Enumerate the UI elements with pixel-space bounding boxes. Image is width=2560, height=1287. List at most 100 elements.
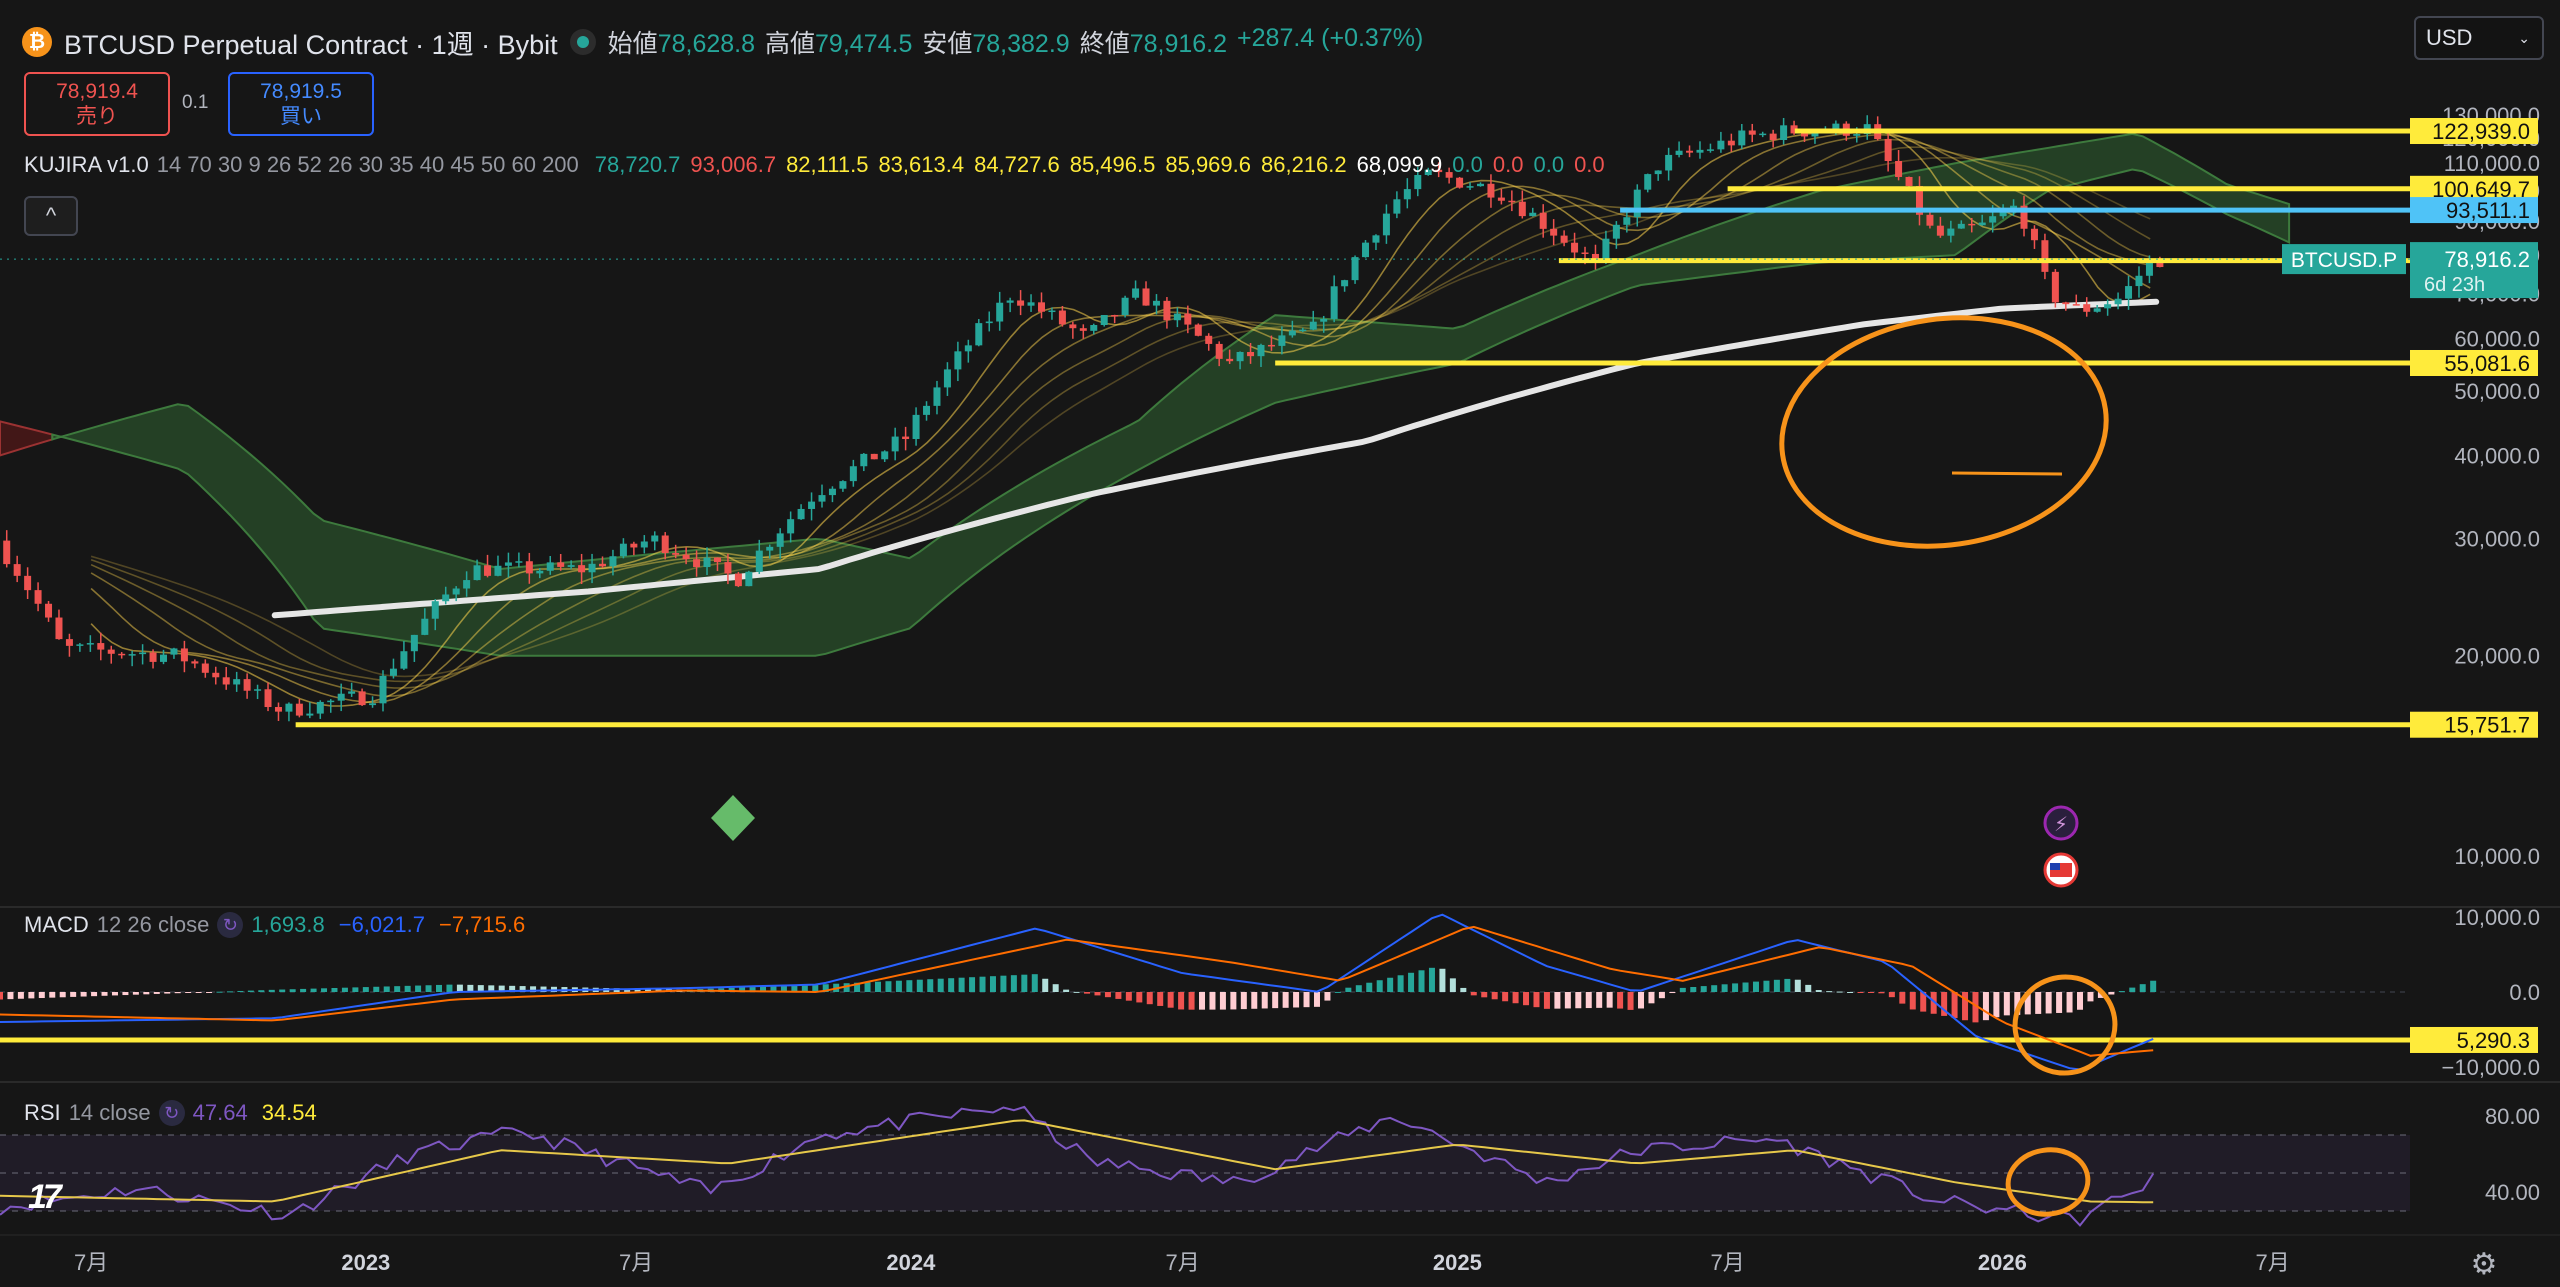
candle-body: [2072, 304, 2080, 306]
candle-body: [1884, 139, 1892, 162]
candle-body: [139, 652, 147, 655]
high-label: 高値: [765, 30, 816, 58]
macd-histogram-bar: [1648, 992, 1655, 1004]
macd-histogram-bar: [1125, 992, 1132, 1001]
candle-body: [797, 508, 805, 520]
macd-histogram-bar: [1993, 992, 2000, 1018]
rsi-legend[interactable]: RSI 14 close ↻ 47.64 34.54: [24, 1100, 317, 1126]
macd-histogram-bar: [1502, 992, 1509, 1002]
macd-histogram-bar: [624, 988, 631, 992]
macd-legend[interactable]: MACD 12 26 close ↻ 1,693.8 −6,021.7 −7,715…: [24, 912, 525, 938]
macd-histogram-bar: [1690, 986, 1697, 992]
candle-body: [954, 351, 962, 370]
symbol-title[interactable]: BTCUSD Perpetual Contract · 1週 · Bybit: [64, 29, 558, 60]
candle-body: [1550, 228, 1558, 236]
us-flag-canton: [2050, 863, 2060, 870]
candle-body: [1267, 344, 1275, 347]
candle-body: [295, 703, 303, 716]
macd-histogram-bar: [488, 985, 495, 992]
kujira-legend[interactable]: KUJIRA v1.0 14 70 30 9 26 52 26 30 35 40…: [24, 152, 1605, 178]
candle-body: [1686, 150, 1694, 153]
candle-body: [1173, 313, 1181, 321]
time-axis-tick: 7月: [1710, 1250, 1744, 1275]
macd-histogram-bar: [498, 985, 505, 992]
currency-select[interactable]: USD ⌄: [2414, 16, 2544, 60]
candle-body: [1006, 300, 1014, 303]
macd-histogram-bar: [1073, 991, 1080, 993]
cycle-icon[interactable]: ↻: [158, 1100, 185, 1126]
collapse-legend-button[interactable]: ^: [24, 196, 78, 236]
macd-histogram-bar: [1230, 992, 1237, 1010]
candle-body: [1445, 172, 1453, 178]
macd-histogram-bar: [1104, 992, 1111, 998]
macd-histogram-bar: [634, 988, 641, 992]
macd-histogram-bar: [1564, 992, 1571, 1009]
candle-body: [306, 713, 314, 716]
macd-histogram-bar: [2139, 984, 2146, 992]
candle-body: [1644, 174, 1652, 190]
candle-body: [1895, 161, 1903, 177]
close-value: 78,916.2: [1129, 30, 1228, 58]
candle-body: [1205, 335, 1213, 344]
candle-body: [1288, 330, 1296, 336]
candle-body: [274, 707, 282, 712]
macd-histogram-bar: [854, 982, 861, 992]
candle-body: [1090, 325, 1098, 331]
macd-histogram-bar: [2087, 992, 2094, 1002]
candle-body: [546, 562, 554, 571]
macd-histogram-bar: [927, 979, 934, 992]
last-price-box: [2410, 242, 2538, 299]
macd-histogram-bar: [1888, 992, 1895, 998]
tradingview-logo: 17: [28, 1178, 62, 1216]
candle-body: [484, 565, 492, 576]
symbol-badge: BTCUSD.P: [2291, 249, 2397, 272]
open-value: 78,628.8: [657, 30, 756, 58]
macd-histogram-bar: [59, 992, 66, 998]
macd-histogram-bar: [780, 985, 787, 992]
candle-body: [421, 618, 429, 635]
macd-histogram-bar: [1836, 991, 1843, 993]
candle-body: [1142, 288, 1150, 306]
candle-body: [1299, 329, 1307, 332]
candle-body: [369, 703, 377, 706]
macd-histogram-bar: [2035, 992, 2042, 1014]
candle-body: [1414, 175, 1422, 190]
macd-histogram-bar: [760, 986, 767, 992]
candle-body: [849, 466, 857, 482]
sell-button[interactable]: 78,919.4 売り: [24, 72, 170, 136]
candle-body: [828, 488, 836, 496]
candle-body: [34, 590, 42, 604]
candle-body: [640, 541, 648, 548]
candle-body: [1497, 197, 1505, 201]
candle-body: [1069, 324, 1077, 329]
macd-histogram-bar: [1261, 992, 1268, 1009]
candle-body: [285, 703, 293, 712]
candle-body: [1100, 315, 1108, 326]
market-status-icon: [569, 29, 596, 55]
level-label: 93,511.1: [2446, 198, 2530, 223]
macd-histogram-bar: [446, 984, 453, 992]
rsi-axis-tick: 80.00: [2485, 1104, 2540, 1129]
macd-params: 12 26 close: [96, 912, 210, 937]
gear-icon[interactable]: ⚙: [2470, 1247, 2498, 1281]
candle-body: [1487, 183, 1495, 198]
candle-body: [745, 571, 753, 587]
candle-body: [985, 321, 993, 324]
cycle-icon[interactable]: ↻: [217, 912, 244, 938]
level-label-box: [2410, 118, 2538, 145]
candle-body: [1132, 288, 1140, 298]
kujira-params: 14 70 30 9 26 52 26 30 35 40 45 50 60 20…: [156, 152, 579, 177]
candle-body: [212, 672, 220, 678]
candle-body: [515, 561, 523, 563]
time-axis-tick: 2023: [341, 1250, 390, 1275]
lightning-glyph: ⚡: [2054, 814, 2068, 836]
candle-body: [24, 575, 32, 591]
macd-histogram-bar: [885, 981, 892, 992]
kujira-value: 0.0: [1574, 152, 1605, 177]
buy-button[interactable]: 78,919.5 買い: [228, 72, 374, 136]
candle-body: [1968, 223, 1976, 226]
macd-histogram-bar: [1638, 992, 1645, 1009]
kujira-value: 78,720.7: [594, 152, 681, 177]
macd-histogram-bar: [38, 992, 45, 999]
